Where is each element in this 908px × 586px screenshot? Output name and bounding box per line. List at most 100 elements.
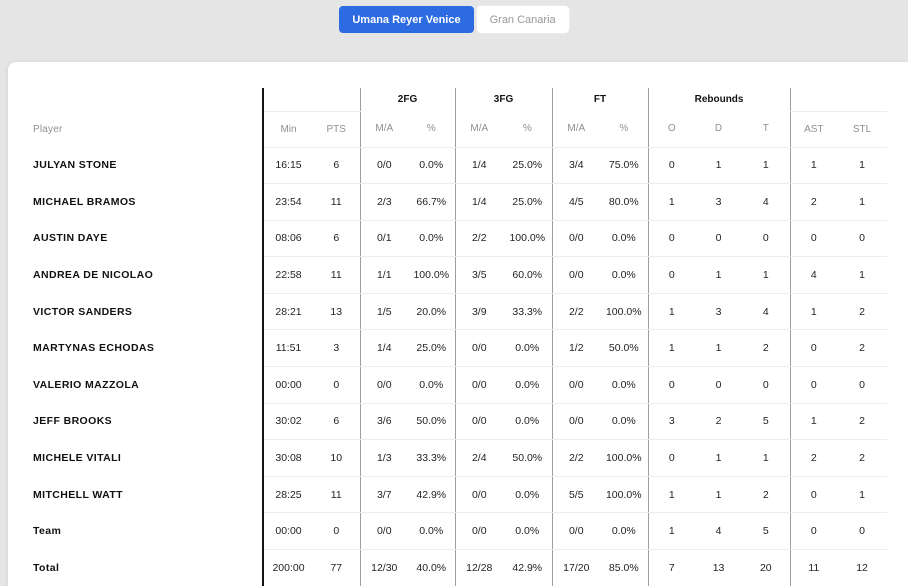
stat-cell: 08:06	[262, 220, 313, 258]
column-header-reb-t: T	[742, 111, 791, 148]
player-name-cell: MICHAEL BRAMOS	[33, 195, 136, 208]
stat-cell: 0.0%	[600, 512, 649, 551]
column-header-ast: AST	[789, 111, 838, 148]
stat-cell: 6	[313, 147, 360, 185]
stat-cell: 4/5	[551, 183, 601, 221]
stat-cell: 0	[695, 366, 743, 404]
stat-cell: 12	[837, 549, 888, 586]
stat-cell: 1	[789, 403, 838, 441]
stat-cell: 0.0%	[408, 220, 456, 258]
player-name-cell: MITCHELL WATT	[33, 488, 123, 501]
stat-cell: 1	[742, 439, 791, 477]
stat-cell: 7	[647, 549, 696, 586]
stat-cell: 1/1	[359, 256, 408, 294]
table-row: Team 00:00 0 0/0 0.0% 0/0 0.0% 0/0 0.0% 1 4 5 0 0	[30, 512, 888, 551]
column-header-row: Player Min PTS M/A % M/A % M/A % O D T A…	[30, 111, 888, 148]
stat-cell: 6	[313, 220, 360, 258]
stat-cell: 30:08	[262, 439, 313, 477]
table-row: AUSTIN DAYE 08:06 6 0/1 0.0% 2/2 100.0% 0/0 0.0%…	[30, 220, 888, 258]
stat-cell: 2	[742, 329, 791, 368]
stat-cell: 0/0	[551, 512, 601, 551]
stat-cell: 5	[742, 512, 791, 551]
stat-cell: 2	[789, 183, 838, 221]
stat-cell: 0/0	[359, 366, 408, 404]
player-name-cell: AUSTIN DAYE	[33, 232, 108, 245]
stat-cell: 5	[742, 403, 791, 441]
tab-gran-canaria[interactable]: Gran Canaria	[476, 6, 569, 33]
group-header-row: 2FG 3FG FT Rebounds	[30, 88, 888, 112]
group-spacer-player	[30, 88, 263, 111]
stat-cell: 0/0	[551, 220, 601, 258]
table-row: ANDREA DE NICOLAO 22:58 11 1/1 100.0% 3/5 60.0…	[30, 256, 888, 294]
stat-cell: 23:54	[262, 183, 313, 221]
stat-cell: 33.3%	[408, 439, 456, 477]
stat-cell: 10	[313, 439, 360, 477]
stat-cell: 0	[647, 439, 696, 477]
stat-cell: 42.9%	[408, 476, 456, 514]
stat-cell: 100.0%	[503, 220, 553, 258]
stat-cell: 1	[837, 183, 888, 221]
player-name-cell: ANDREA DE NICOLAO	[33, 269, 154, 282]
stat-cell: 0/0	[454, 329, 504, 368]
stat-cell: 1/5	[359, 293, 408, 331]
stat-cell: 0	[789, 329, 838, 368]
column-header-3fg-pct: %	[503, 111, 553, 148]
stat-cell: 13	[313, 293, 360, 331]
stat-cell: 0	[647, 147, 696, 185]
column-header-2fg-pct: %	[408, 111, 456, 148]
stat-cell: 2	[789, 439, 838, 477]
stat-cell: 0	[695, 220, 743, 258]
stat-cell: 3/4	[551, 147, 601, 185]
stat-cell: 0/0	[551, 256, 601, 294]
stat-cell: 0	[789, 366, 838, 404]
stat-cell: 100.0%	[600, 293, 649, 331]
stat-cell: 77	[313, 549, 360, 586]
group-spacer-ast-stl	[789, 88, 888, 112]
stat-cell: 2	[742, 476, 791, 514]
group-header-ft: FT	[551, 88, 649, 111]
stat-cell: 1/2	[551, 329, 601, 368]
table-row: MICHAEL BRAMOS 23:54 11 2/3 66.7% 1/4 25.0% 4/5…	[30, 183, 888, 221]
stat-cell: 30:02	[262, 403, 313, 441]
stat-cell: 3	[647, 403, 696, 441]
stat-cell: 22:58	[262, 256, 313, 294]
stat-cell: 1	[695, 147, 743, 185]
table-row: VICTOR SANDERS 28:21 13 1/5 20.0% 3/9 33.3% 2/2…	[30, 293, 888, 331]
column-header-reb-d: D	[695, 111, 743, 148]
stat-cell: 1	[695, 329, 743, 368]
stat-cell: 0.0%	[503, 476, 553, 514]
stat-cell: 50.0%	[408, 403, 456, 441]
stat-cell: 3	[695, 293, 743, 331]
stat-cell: 66.7%	[408, 183, 456, 221]
stat-cell: 0.0%	[600, 366, 649, 404]
column-header-ft-pct: %	[600, 111, 649, 148]
stat-cell: 1	[647, 329, 696, 368]
stat-cell: 100.0%	[408, 256, 456, 294]
stat-cell: 42.9%	[503, 549, 553, 586]
stat-cell: 50.0%	[503, 439, 553, 477]
stat-cell: 0.0%	[600, 403, 649, 441]
player-name-cell: Total	[33, 561, 60, 574]
stat-cell: 2/4	[454, 439, 504, 477]
player-name-cell: Team	[33, 525, 62, 538]
stat-cell: 3/6	[359, 403, 408, 441]
stat-cell: 1	[647, 512, 696, 551]
column-header-2fg-ma: M/A	[359, 111, 408, 148]
stat-cell: 0	[789, 512, 838, 551]
stat-cell: 75.0%	[600, 147, 649, 185]
stat-cell: 3	[695, 183, 743, 221]
stat-cell: 0.0%	[503, 403, 553, 441]
stat-cell: 13	[695, 549, 743, 586]
stat-cell: 0/1	[359, 220, 408, 258]
column-header-reb-o: O	[647, 111, 696, 148]
stat-cell: 0/0	[454, 403, 504, 441]
stat-cell: 25.0%	[503, 147, 553, 185]
stat-cell: 85.0%	[600, 549, 649, 586]
stat-cell: 4	[789, 256, 838, 294]
tab-umana-reyer-venice[interactable]: Umana Reyer Venice	[339, 6, 474, 33]
player-name-cell: JULYAN STONE	[33, 159, 117, 172]
table-row: MITCHELL WATT 28:25 11 3/7 42.9% 0/0 0.0% 5/5 10…	[30, 476, 888, 514]
column-header-min: Min	[262, 111, 313, 148]
stat-cell: 1	[837, 147, 888, 185]
stat-cell: 3/7	[359, 476, 408, 514]
